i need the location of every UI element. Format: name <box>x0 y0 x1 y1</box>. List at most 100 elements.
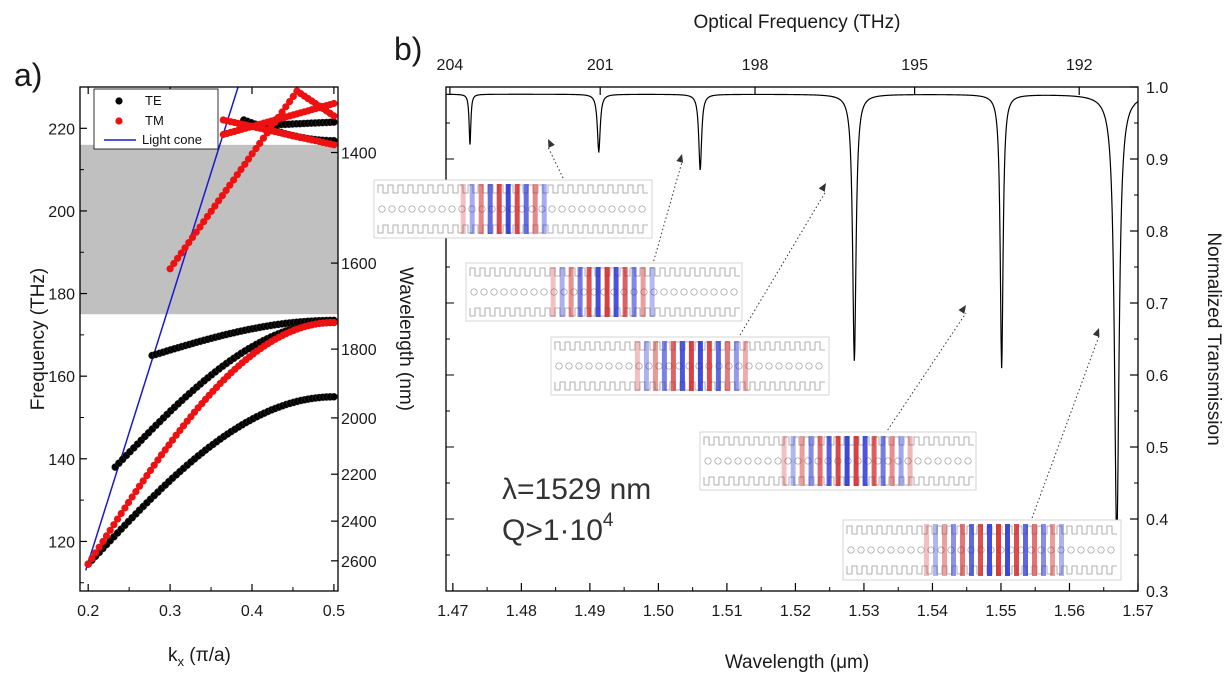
point-tm-band1 <box>233 171 241 179</box>
point-tm-band1 <box>259 134 267 142</box>
field-stripe <box>715 341 721 391</box>
waveguide-hole <box>914 457 922 465</box>
waveguide-hole <box>887 546 895 554</box>
inset-arrow-head <box>1092 328 1100 337</box>
b-right-tick-label: 0.6 <box>1146 368 1168 385</box>
waveguide-hole <box>894 457 902 465</box>
point-tm-band1 <box>211 202 219 210</box>
waveguide-hole <box>744 457 752 465</box>
waveguide-hole <box>530 288 538 296</box>
field-stripe <box>898 436 904 486</box>
panel-b-right-axis-title: Normalized Transmission <box>1203 232 1224 445</box>
waveguide-hole <box>847 546 855 554</box>
field-stripe <box>613 267 619 317</box>
field-stripe <box>496 184 502 234</box>
q-factor-annotation: Q>1·104 <box>502 510 614 547</box>
b-right-tick-label: 0.8 <box>1146 224 1168 241</box>
point-tm-band1 <box>252 145 260 153</box>
point-tm-band1 <box>215 197 223 205</box>
b-top-tick-label: 201 <box>587 57 614 74</box>
b-xtick-label: 1.50 <box>643 603 674 620</box>
point-tm-band0 <box>117 509 125 518</box>
panel-a-x-title-sub: x <box>178 654 185 669</box>
b-xtick-label: 1.49 <box>574 603 605 620</box>
field-stripe <box>595 267 601 317</box>
waveguide-hole <box>550 288 558 296</box>
point-te-band0 <box>330 392 338 401</box>
panel-b-x-axis-title: Wavelength (μm) <box>725 652 869 673</box>
waveguide-hole <box>724 457 732 465</box>
q-factor-exponent: 4 <box>603 510 614 531</box>
panel-b-letter: b) <box>394 31 422 67</box>
waveguide-hole <box>595 362 603 370</box>
waveguide-hole <box>398 205 406 213</box>
field-stripe <box>889 436 895 486</box>
point-tm-band1 <box>185 239 193 247</box>
field-stripe <box>460 184 466 234</box>
waveguide-hole <box>1067 546 1075 554</box>
waveguide-hole <box>805 362 813 370</box>
waveguide-hole <box>480 288 488 296</box>
waveguide-hole <box>640 288 648 296</box>
a-ytick-label: 160 <box>48 369 75 386</box>
field-stripe <box>631 267 637 317</box>
b-top-tick-label: 195 <box>901 57 928 74</box>
field-stripe <box>871 436 877 486</box>
waveguide-hole <box>568 205 576 213</box>
field-stripe <box>987 524 992 576</box>
waveguide-hole <box>428 205 436 213</box>
field-stripe <box>1041 524 1046 576</box>
waveguide-hole <box>700 288 708 296</box>
point-te-band3 <box>330 118 338 126</box>
waveguide-hole <box>924 457 932 465</box>
field-stripe <box>742 341 748 391</box>
inset-arrow-head <box>676 154 684 163</box>
point-tm-band1 <box>222 186 230 194</box>
field-stripe <box>706 341 712 391</box>
waveguide-hole <box>548 205 556 213</box>
waveguide-hole <box>765 362 773 370</box>
waveguide-hole <box>690 288 698 296</box>
waveguide-hole <box>500 288 508 296</box>
point-tm-band0 <box>91 549 100 557</box>
point-tm-band0 <box>110 521 118 529</box>
waveguide-hole <box>735 362 743 370</box>
a-right-tick-label: 1400 <box>341 146 377 163</box>
b-right-tick-label: 0.9 <box>1146 152 1168 169</box>
light-cone-line <box>85 87 239 571</box>
point-tm-band1 <box>188 233 197 241</box>
waveguide-hole <box>588 205 596 213</box>
field-stripe <box>523 184 529 234</box>
field-stripe <box>808 436 814 486</box>
waveguide-hole <box>608 205 616 213</box>
a-right-tick-label: 1600 <box>341 256 377 273</box>
panel-a-x-title-rest: (π/a) <box>184 645 231 666</box>
field-stripe <box>697 341 703 391</box>
b-xtick-label: 1.47 <box>437 603 468 620</box>
waveguide-hole <box>470 288 478 296</box>
waveguide-hole <box>458 205 466 213</box>
b-top-tick-label: 192 <box>1066 57 1093 74</box>
b-right-tick-label: 0.3 <box>1146 584 1168 601</box>
a-right-tick-label: 2600 <box>341 554 377 571</box>
waveguide-hole <box>660 288 668 296</box>
waveguide-hole <box>954 457 962 465</box>
point-tm-band0 <box>121 504 129 512</box>
b-right-tick-label: 0.7 <box>1146 296 1168 313</box>
point-tm-band1 <box>244 155 253 163</box>
waveguide-hole <box>388 205 396 213</box>
panel-b-x-title-main: Wavelength ( <box>725 652 837 673</box>
waveguide-hole <box>964 457 972 465</box>
field-stripe <box>643 341 649 391</box>
point-tm-band0 <box>146 466 155 474</box>
field-stripe <box>478 184 484 234</box>
point-tm-band0 <box>161 446 169 454</box>
legend-box <box>93 88 219 150</box>
field-stripe <box>799 436 805 486</box>
legend-te-label: TE <box>145 93 162 108</box>
panel-b-x-title-rest: m) <box>847 652 869 673</box>
waveguide-hole <box>904 457 912 465</box>
a-right-tick-label: 2000 <box>341 411 377 428</box>
point-tm-band1 <box>203 212 211 221</box>
waveguide-hole <box>785 362 793 370</box>
